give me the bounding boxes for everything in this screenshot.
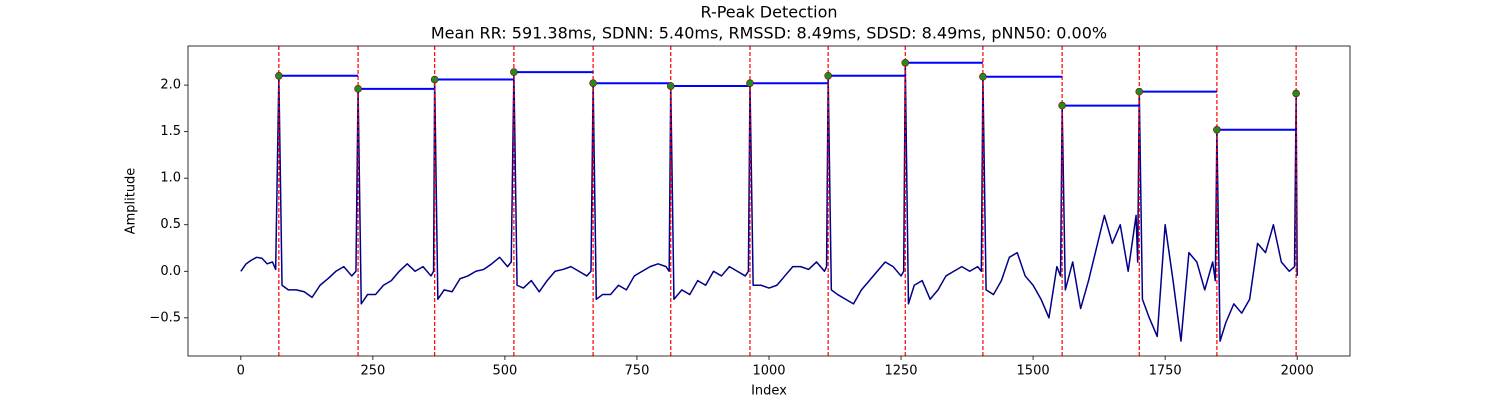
r-peak (354, 85, 362, 93)
x-tick-label: 1000 (752, 364, 785, 379)
x-tick-label: 1500 (1017, 364, 1050, 379)
chart-subtitle: Mean RR: 591.38ms, SDNN: 5.40ms, RMSSD: … (431, 24, 1107, 43)
r-peak (430, 75, 439, 84)
y-tick-label: 0.5 (160, 217, 181, 232)
y-tick-label: −0.5 (149, 310, 181, 325)
x-tick-label: 0 (237, 364, 245, 379)
r-peak (901, 58, 910, 67)
r-peak (979, 72, 987, 81)
x-tick-label: 1250 (884, 364, 917, 379)
r-peak (589, 79, 597, 88)
x-tick-label: 2000 (1281, 364, 1314, 379)
signal-line (240, 62, 1298, 342)
x-tick-label: 750 (625, 364, 650, 379)
r-peak (1213, 125, 1221, 134)
r-peak (510, 68, 518, 76)
r-peak (746, 79, 754, 88)
y-tick-label: 1.0 (160, 171, 181, 186)
y-tick-label: 2.0 (160, 78, 181, 93)
r-peak (1292, 89, 1300, 98)
y-axis-label: Amplitude (124, 168, 139, 235)
x-axis-label: Index (751, 384, 787, 399)
r-peak (275, 71, 283, 80)
r-peak (824, 71, 832, 80)
r-peak (666, 82, 675, 90)
r-peak (1135, 87, 1144, 96)
x-tick-label: 250 (360, 364, 385, 379)
r-peak (1058, 101, 1066, 110)
y-tick-label: 1.5 (160, 124, 181, 139)
chart-title: R-Peak Detection (700, 3, 837, 22)
plot-frame (187, 45, 1351, 357)
x-tick-label: 1750 (1149, 364, 1182, 379)
x-tick-label: 500 (492, 364, 517, 379)
y-tick-label: 0.0 (160, 264, 181, 279)
